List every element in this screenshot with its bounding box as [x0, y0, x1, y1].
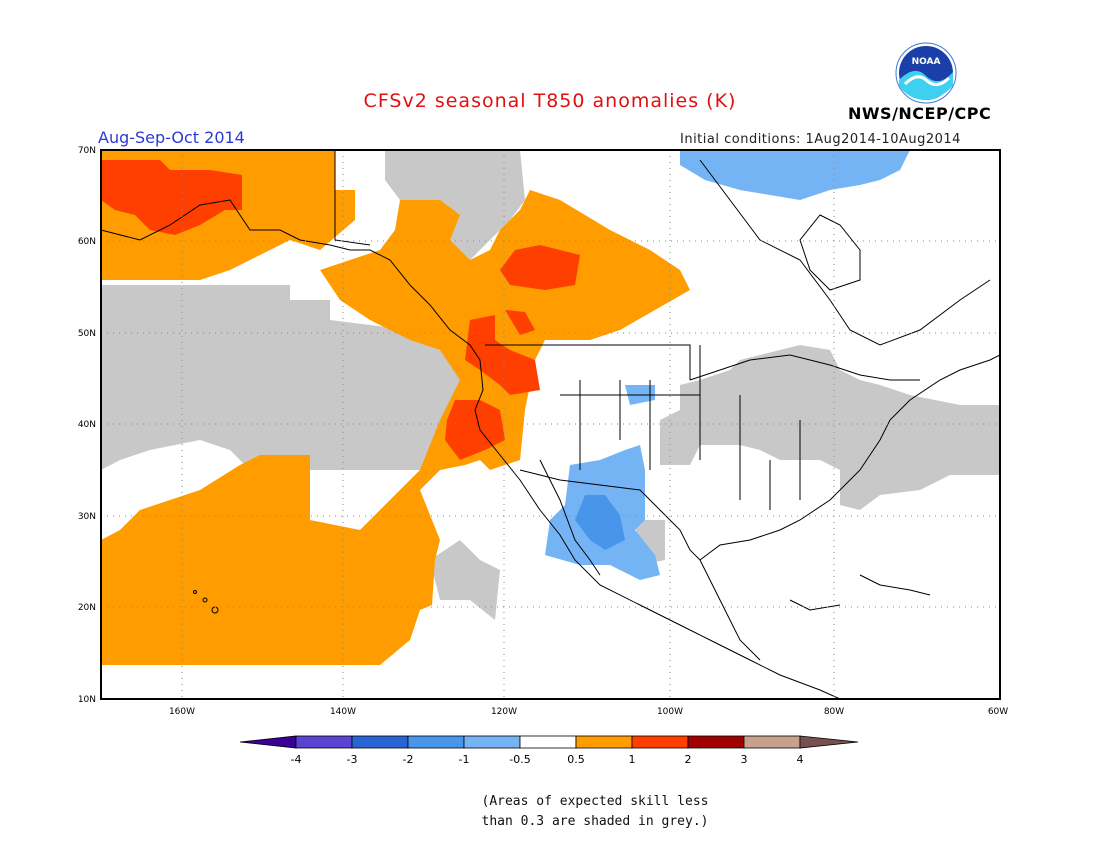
- hot-area-pnw: [465, 315, 540, 395]
- skill-note-line: (Areas of expected skill less: [481, 794, 709, 809]
- colorbar-swatch-10: [799, 735, 859, 749]
- colorbar-label: 3: [741, 753, 748, 766]
- grey-area-north: [385, 150, 525, 260]
- colorbar-swatch-2: [351, 735, 409, 749]
- colorbar-swatch-1: [295, 735, 353, 749]
- lon-labels: 160W 140W 120W 100W 80W 60W: [169, 707, 1008, 717]
- lon-label-140w: 140W: [330, 707, 356, 717]
- lon-label-100w: 100W: [657, 707, 683, 717]
- skill-note: (Areas of expected skill less than 0.3 a…: [440, 792, 750, 832]
- hot-area-alaska: [101, 160, 242, 235]
- colorbar-label: -0.5: [509, 753, 530, 766]
- colorbar-swatch-0: [239, 735, 297, 749]
- colorbar-label: -4: [291, 753, 302, 766]
- lat-labels: 70N 60N 50N 40N 30N 20N 10N: [78, 146, 96, 705]
- agency-label: NWS/NCEP/CPC: [848, 104, 992, 123]
- grey-area-east: [660, 345, 1000, 510]
- colorbar-label: 1: [629, 753, 636, 766]
- colorbar-label: -1: [459, 753, 470, 766]
- season-label: Aug-Sep-Oct 2014: [98, 128, 245, 147]
- colorbar: [239, 735, 859, 749]
- initial-conditions-label: Initial conditions: 1Aug2014-10Aug2014: [680, 132, 961, 147]
- lat-label-70n: 70N: [78, 146, 96, 156]
- lat-label-50n: 50N: [78, 329, 96, 339]
- colorbar-swatch-3: [407, 735, 465, 749]
- hot-area-california: [445, 400, 505, 460]
- cool-area-arctic: [680, 150, 910, 200]
- colorbar-swatch-5: [519, 735, 577, 749]
- lat-label-40n: 40N: [78, 420, 96, 430]
- logo-text: NOAA: [912, 57, 941, 67]
- colorbar-label: 4: [797, 753, 804, 766]
- skill-note-line: than 0.3 are shaded in grey.): [481, 814, 709, 829]
- colorbar-label: 0.5: [567, 753, 585, 766]
- colorbar-swatch-4: [463, 735, 521, 749]
- colorbar-swatch-8: [687, 735, 745, 749]
- lat-label-30n: 30N: [78, 512, 96, 522]
- hot-area-bc: [505, 310, 535, 335]
- lon-label-120w: 120W: [491, 707, 517, 717]
- grey-area-pacific: [101, 285, 470, 520]
- lon-label-60w: 60W: [988, 707, 1008, 717]
- lat-label-60n: 60N: [78, 237, 96, 247]
- colorbar-label: 2: [685, 753, 692, 766]
- warm-area-westcoast: [101, 190, 690, 665]
- grey-area-baja: [430, 540, 500, 620]
- colorbar-swatch-7: [631, 735, 689, 749]
- colorbar-labels: -4 -3 -2 -1 -0.5 0.5 1 2 3 4: [291, 753, 804, 766]
- colorbar-swatch-9: [743, 735, 801, 749]
- colorbar-label: -3: [347, 753, 358, 766]
- lon-label-80w: 80W: [824, 707, 844, 717]
- lat-label-10n: 10N: [78, 695, 96, 705]
- hot-area-canada: [500, 245, 580, 290]
- colorbar-swatch-6: [575, 735, 633, 749]
- noaa-logo: NOAA: [895, 42, 957, 104]
- colorbar-label: -2: [403, 753, 414, 766]
- shading-layer: [101, 150, 1000, 665]
- chart-title: CFSv2 seasonal T850 anomalies (K): [363, 90, 737, 112]
- coastlines: [101, 150, 1000, 699]
- map-frame: [100, 149, 1001, 700]
- lat-label-20n: 20N: [78, 603, 96, 613]
- cool-area-mexico-dark: [575, 495, 625, 550]
- lon-label-160w: 160W: [169, 707, 195, 717]
